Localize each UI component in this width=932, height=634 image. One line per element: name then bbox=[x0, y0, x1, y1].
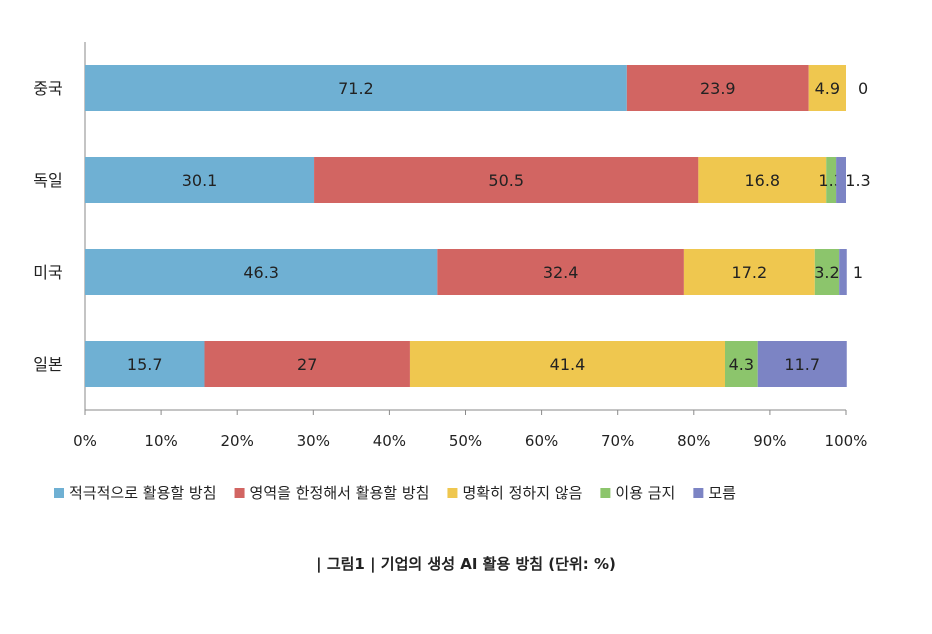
legend-label: 모름 bbox=[708, 484, 736, 502]
legend-label: 적극적으로 활용할 방침 bbox=[69, 484, 217, 502]
x-tick-label: 80% bbox=[677, 432, 710, 450]
data-label: 23.9 bbox=[700, 79, 736, 98]
legend-swatch bbox=[234, 488, 245, 498]
bar-segment bbox=[314, 157, 699, 203]
bar-segment bbox=[757, 341, 847, 387]
data-label: 46.3 bbox=[243, 263, 279, 282]
data-label: 41.4 bbox=[550, 355, 586, 374]
x-tick-label: 10% bbox=[144, 432, 177, 450]
legend-swatch bbox=[54, 488, 64, 498]
data-label: 1.3 bbox=[845, 171, 870, 190]
category-label: 미국 bbox=[33, 263, 62, 282]
x-tick-label: 90% bbox=[753, 432, 786, 450]
legend-label: 명확히 정하지 않음 bbox=[462, 484, 582, 502]
data-label: 16.8 bbox=[744, 171, 780, 190]
bar-segment bbox=[683, 249, 815, 295]
data-label: 15.7 bbox=[127, 355, 163, 374]
legend-label: 영역을 한정해서 활용할 방침 bbox=[250, 484, 430, 502]
bar-segment bbox=[626, 65, 809, 111]
bar-segment bbox=[85, 65, 627, 111]
data-label: 4.3 bbox=[729, 355, 754, 374]
x-tick-label: 20% bbox=[221, 432, 254, 450]
bar-segment bbox=[85, 249, 438, 295]
bar-segment bbox=[808, 65, 846, 111]
bar-segment bbox=[836, 157, 846, 203]
bar-segment bbox=[826, 157, 837, 203]
data-label: 27 bbox=[297, 355, 317, 374]
bar-segment bbox=[204, 341, 410, 387]
x-tick-label: 100% bbox=[825, 432, 868, 450]
bar-segment bbox=[814, 249, 840, 295]
x-tick-label: 0% bbox=[73, 432, 97, 450]
legend-swatch bbox=[447, 488, 458, 498]
x-tick-label: 70% bbox=[601, 432, 634, 450]
bar-segment bbox=[698, 157, 827, 203]
legend-swatch bbox=[600, 488, 611, 498]
data-label: 71.2 bbox=[338, 79, 374, 98]
data-label: 4.9 bbox=[815, 79, 840, 98]
data-label: 17.2 bbox=[732, 263, 768, 282]
x-tick-label: 60% bbox=[525, 432, 558, 450]
category-label: 일본 bbox=[33, 355, 62, 374]
figure-caption: | 그림1 | 기업의 생성 AI 활용 방침 (단위: %) bbox=[316, 555, 616, 573]
data-label: 30.1 bbox=[182, 171, 218, 190]
category-label: 중국 bbox=[33, 79, 62, 98]
bar-segment bbox=[85, 341, 205, 387]
data-label: 1 bbox=[853, 263, 863, 282]
legend-label: 이용 금지 bbox=[615, 484, 675, 502]
data-label: 3.2 bbox=[814, 263, 839, 282]
category-label: 독일 bbox=[33, 171, 62, 190]
bar-segment bbox=[437, 249, 684, 295]
data-label: 50.5 bbox=[488, 171, 524, 190]
x-tick-label: 50% bbox=[449, 432, 482, 450]
bar-segment bbox=[85, 157, 315, 203]
bar-segment bbox=[839, 249, 847, 295]
legend-swatch bbox=[693, 488, 704, 498]
bar-segment bbox=[725, 341, 758, 387]
data-label: 32.4 bbox=[543, 263, 579, 282]
bar-segment bbox=[409, 341, 726, 387]
data-label: 11.7 bbox=[784, 355, 820, 374]
x-tick-label: 40% bbox=[373, 432, 406, 450]
data-label: 0 bbox=[858, 79, 868, 98]
x-tick-label: 30% bbox=[297, 432, 330, 450]
